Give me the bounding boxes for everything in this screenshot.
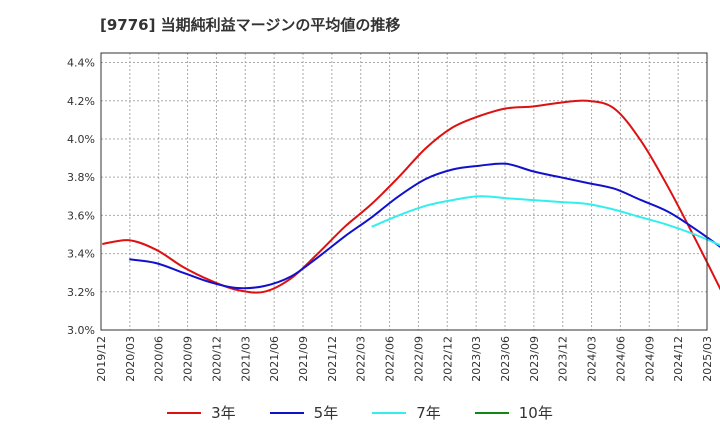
y-tick-label: 3.2% [67,286,95,299]
x-tick-label: 2023/12 [557,336,570,382]
x-tick-label: 2020/06 [153,336,166,382]
plot-frame [100,52,708,331]
x-tick-label: 2024/12 [672,336,685,382]
x-tick-label: 2023/09 [528,336,541,382]
x-tick-label: 2023/03 [470,336,483,382]
x-tick-label: 2022/03 [355,336,368,382]
legend-item: 5年 [269,402,339,423]
y-tick-label: 4.4% [67,57,95,70]
line-chart: 3.0% 3.2% 3.4% 3.6% 3.8% 4.0% 4.2% 4.4% 2019/12… [67,52,720,382]
legend: 3年 5年 7年 10年 [0,402,720,423]
legend-item: 7年 [372,402,441,423]
legend-label: 10年 [518,404,553,422]
y-tick-label: 3.6% [67,209,95,222]
x-tick-label: 2022/09 [412,336,425,382]
legend-swatch [474,411,509,414]
legend-label: 5年 [313,404,339,422]
y-tick-label: 4.2% [67,95,95,108]
y-tick-label: 4.0% [67,133,95,146]
x-tick-label: 2024/06 [614,336,627,382]
legend-item: 10年 [474,402,553,423]
x-tick-label: 2022/06 [384,336,397,382]
x-tick-label: 2020/03 [124,336,137,382]
x-tick-label: 2025/03 [701,336,714,382]
x-tick-label: 2020/09 [182,336,195,382]
series-line-3年 [102,99,720,294]
x-tick-label: 2021/06 [268,336,281,382]
chart-title: [9776] 当期純利益マージンの平均値の推移 [100,16,401,34]
x-tick-label: 2021/09 [297,336,310,382]
x-tick-label: 2024/09 [643,336,656,382]
x-tick-label: 2024/03 [586,336,599,382]
x-tick-label: 2023/06 [499,336,512,382]
x-axis-ticks: 2019/12 2020/03 2020/06 2020/09 2020/12 2021/… [95,336,714,382]
legend-item: 3年 [167,402,236,423]
series-line-5年 [129,162,720,290]
legend-label: 3年 [211,404,236,422]
y-tick-label: 3.0% [67,324,95,337]
x-tick-label: 2021/03 [239,336,252,382]
legend-swatch [167,411,202,414]
x-tick-label: 2022/12 [441,336,454,382]
y-tick-label: 3.8% [67,171,95,184]
x-tick-label: 2020/12 [210,336,223,382]
series-line-7年 [371,195,720,247]
y-axis-ticks: 3.0% 3.2% 3.4% 3.6% 3.8% 4.0% 4.2% 4.4% [67,57,95,337]
legend-swatch [269,411,304,414]
legend-label: 7年 [416,404,441,422]
y-tick-label: 3.4% [67,248,95,261]
series-lines [102,99,720,294]
x-tick-label: 2021/12 [326,336,339,382]
legend-swatch [372,411,407,414]
x-tick-label: 2019/12 [95,336,108,382]
